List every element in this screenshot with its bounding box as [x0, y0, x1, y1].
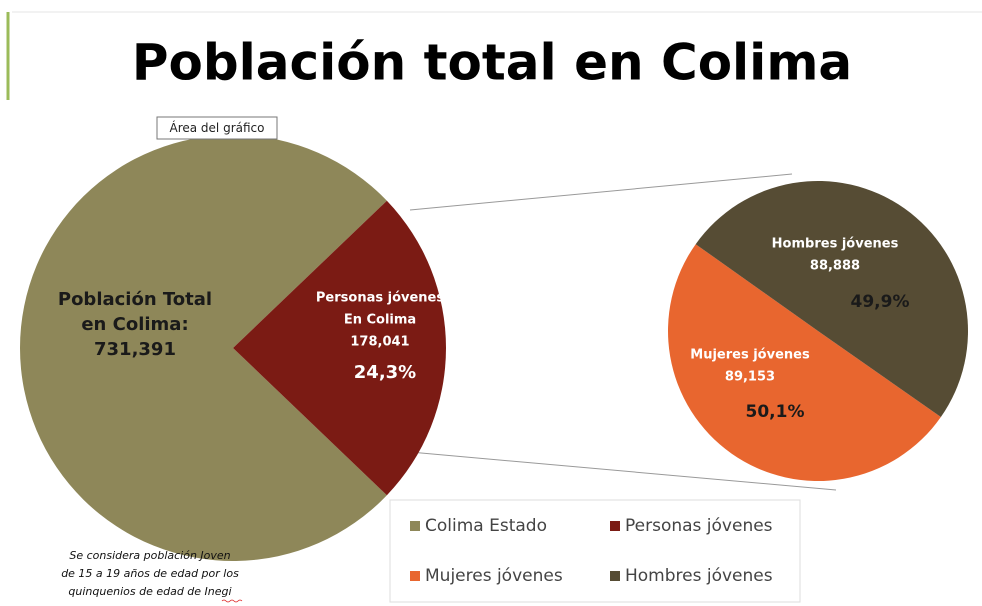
footnote-line: Se considera población Joven [69, 549, 230, 562]
legend-swatch [610, 521, 620, 531]
pie-slice [233, 200, 446, 496]
legend-label: Mujeres jóvenes [425, 566, 563, 586]
footnote: Se considera población Joven de 15 a 19 a… [61, 549, 239, 598]
value-label: 50,1% [746, 402, 805, 422]
tag: Área del gráfico [170, 120, 265, 135]
pies: Población Total en Colima: 731,391 Personas… [19, 135, 969, 562]
pie-slice [19, 135, 387, 562]
legend-swatch [610, 571, 620, 581]
slice-label: en Colima: [81, 314, 188, 335]
value-label: 49,9% [851, 292, 910, 312]
pie-slice [668, 244, 941, 481]
legend: Colima Estado Personas jóvenes Mujeres jóv… [410, 516, 773, 586]
legend-swatch [410, 571, 420, 581]
slice-label: 89,153 [725, 370, 775, 385]
legend-box [389, 499, 801, 603]
connector [409, 451, 837, 491]
footnote-line: de 15 a 19 años de edad por los [61, 567, 239, 580]
tag-box [156, 116, 278, 140]
slice-label: Población Total [58, 289, 212, 310]
slice-label: Personas jóvenes [316, 291, 444, 306]
slice-label: 88,888 [810, 259, 860, 274]
legend-label: Hombres jóvenes [625, 566, 773, 586]
slice-label: Mujeres jóvenes [690, 348, 810, 363]
slice-label: 178,041 [350, 335, 409, 350]
slice-label: En Colima [344, 313, 416, 328]
legend-label: Colima Estado [425, 516, 547, 536]
legend-label: Personas jóvenes [625, 516, 773, 536]
spell-underline [221, 599, 243, 603]
connector [409, 173, 793, 211]
slice-label: 24,3% [354, 362, 416, 383]
slice-label: Hombres jóvenes [772, 237, 899, 252]
slice-label: 731,391 [94, 339, 176, 360]
footnote-line: quinquenios de edad de Inegi [68, 585, 231, 598]
chart-title: Población total en Colima [132, 34, 852, 92]
legend-swatch [410, 521, 420, 531]
pie-slice [695, 180, 969, 418]
